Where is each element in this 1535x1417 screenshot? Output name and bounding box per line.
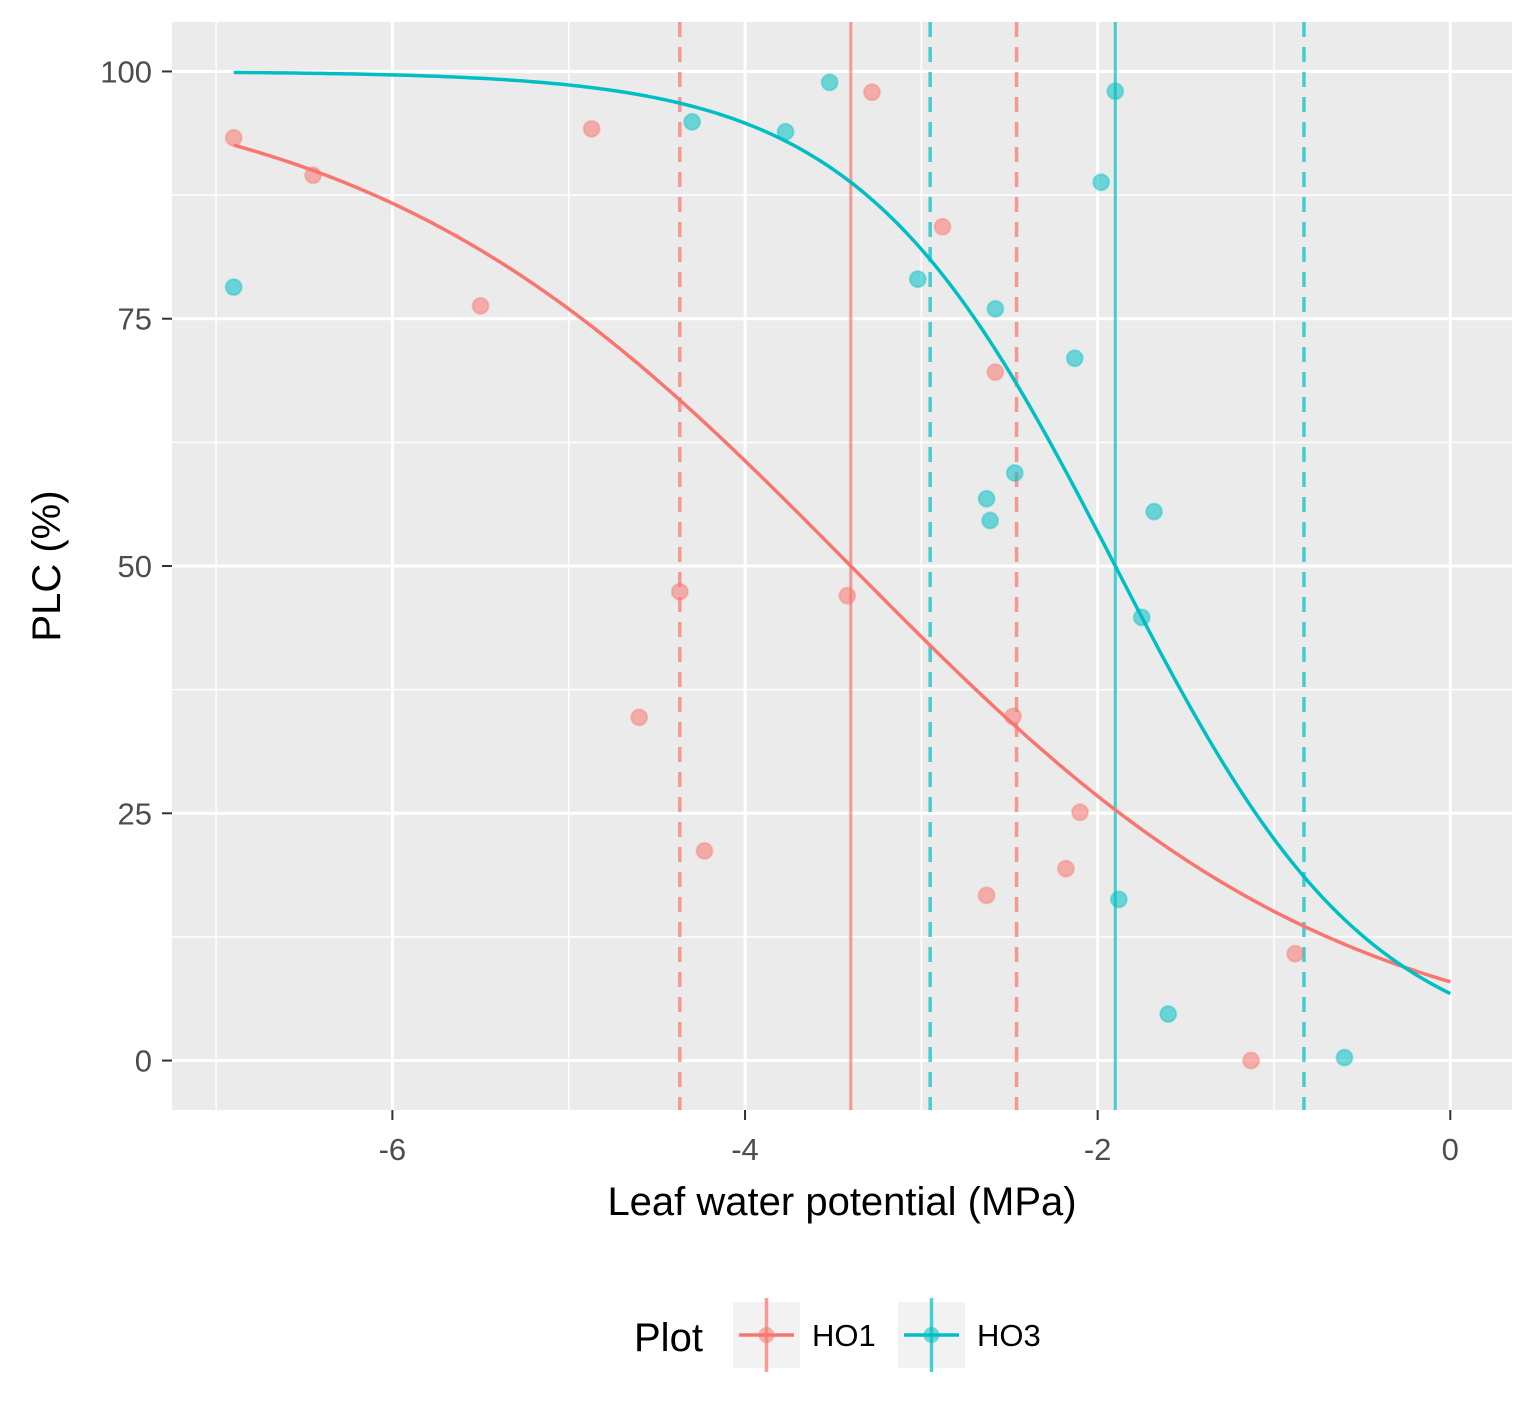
x-tick-label: -6 [379,1132,407,1167]
ho3-point [1106,82,1125,101]
ho1-point [304,166,323,185]
ho3-point [1065,349,1084,368]
ho3-point [1335,1048,1354,1067]
ho3-point [1145,502,1164,521]
ho1-point [862,83,881,102]
ho1-point [986,363,1005,382]
ho1-point [670,582,689,601]
ho3-point [1109,890,1128,909]
ho1-point [695,841,714,860]
ho3-legend-point [923,1327,940,1343]
ho1-point [1004,707,1023,726]
ho1-legend-point [758,1327,775,1343]
y-tick-label: 0 [135,1044,152,1079]
ho1-point [224,128,243,147]
ho1-point [582,119,601,138]
y-tick-label: 50 [118,549,152,584]
ho1-point [630,708,649,727]
confidence-lines [678,22,1306,1110]
ho3-point [776,122,795,141]
ho3-point [1159,1005,1178,1024]
ho3-point [1092,173,1111,192]
y-axis: 0 25 50 75 100 [100,54,172,1079]
ho1-point [1286,944,1305,963]
x-axis-label: Leaf water potential (MPa) [607,1180,1076,1224]
ho1-point [838,586,857,605]
ho3-point [986,299,1005,318]
ho3-fit-curve [233,70,1452,996]
ho3-point [981,511,1000,530]
x-tick-label: -4 [731,1132,759,1167]
ho1-point [1056,859,1075,878]
ho1-point [1242,1051,1261,1070]
ho1-point [471,296,490,315]
x-tick-label: 0 [1442,1132,1459,1167]
x-tick-label: -2 [1084,1132,1112,1167]
y-axis-label: PLC (%) [25,490,69,641]
ho3-point [908,270,927,289]
y-tick-label: 75 [118,302,152,337]
legend: Plot HO1 HO3 [634,1298,1041,1372]
ho1-point [1071,803,1090,822]
ho1-point [977,886,996,905]
ho1-point [933,217,952,236]
ho3-point [683,112,702,131]
data-points [224,73,1354,1070]
ho1-legend-label: HO1 [812,1318,876,1353]
ho3-point [1132,608,1151,627]
y-tick-label: 100 [100,54,152,89]
y-tick-label: 25 [118,796,152,831]
ho3-point [977,489,996,508]
ho3-point [820,73,839,92]
ho3-point [1005,464,1024,483]
legend-title: Plot [634,1316,703,1360]
ho3-point [224,278,243,297]
fit-curves [233,70,1452,996]
ho3-legend-label: HO3 [977,1318,1041,1353]
ho1-fit-curve [233,143,1451,984]
x-axis: -6 -4 -2 0 [379,1110,1459,1167]
